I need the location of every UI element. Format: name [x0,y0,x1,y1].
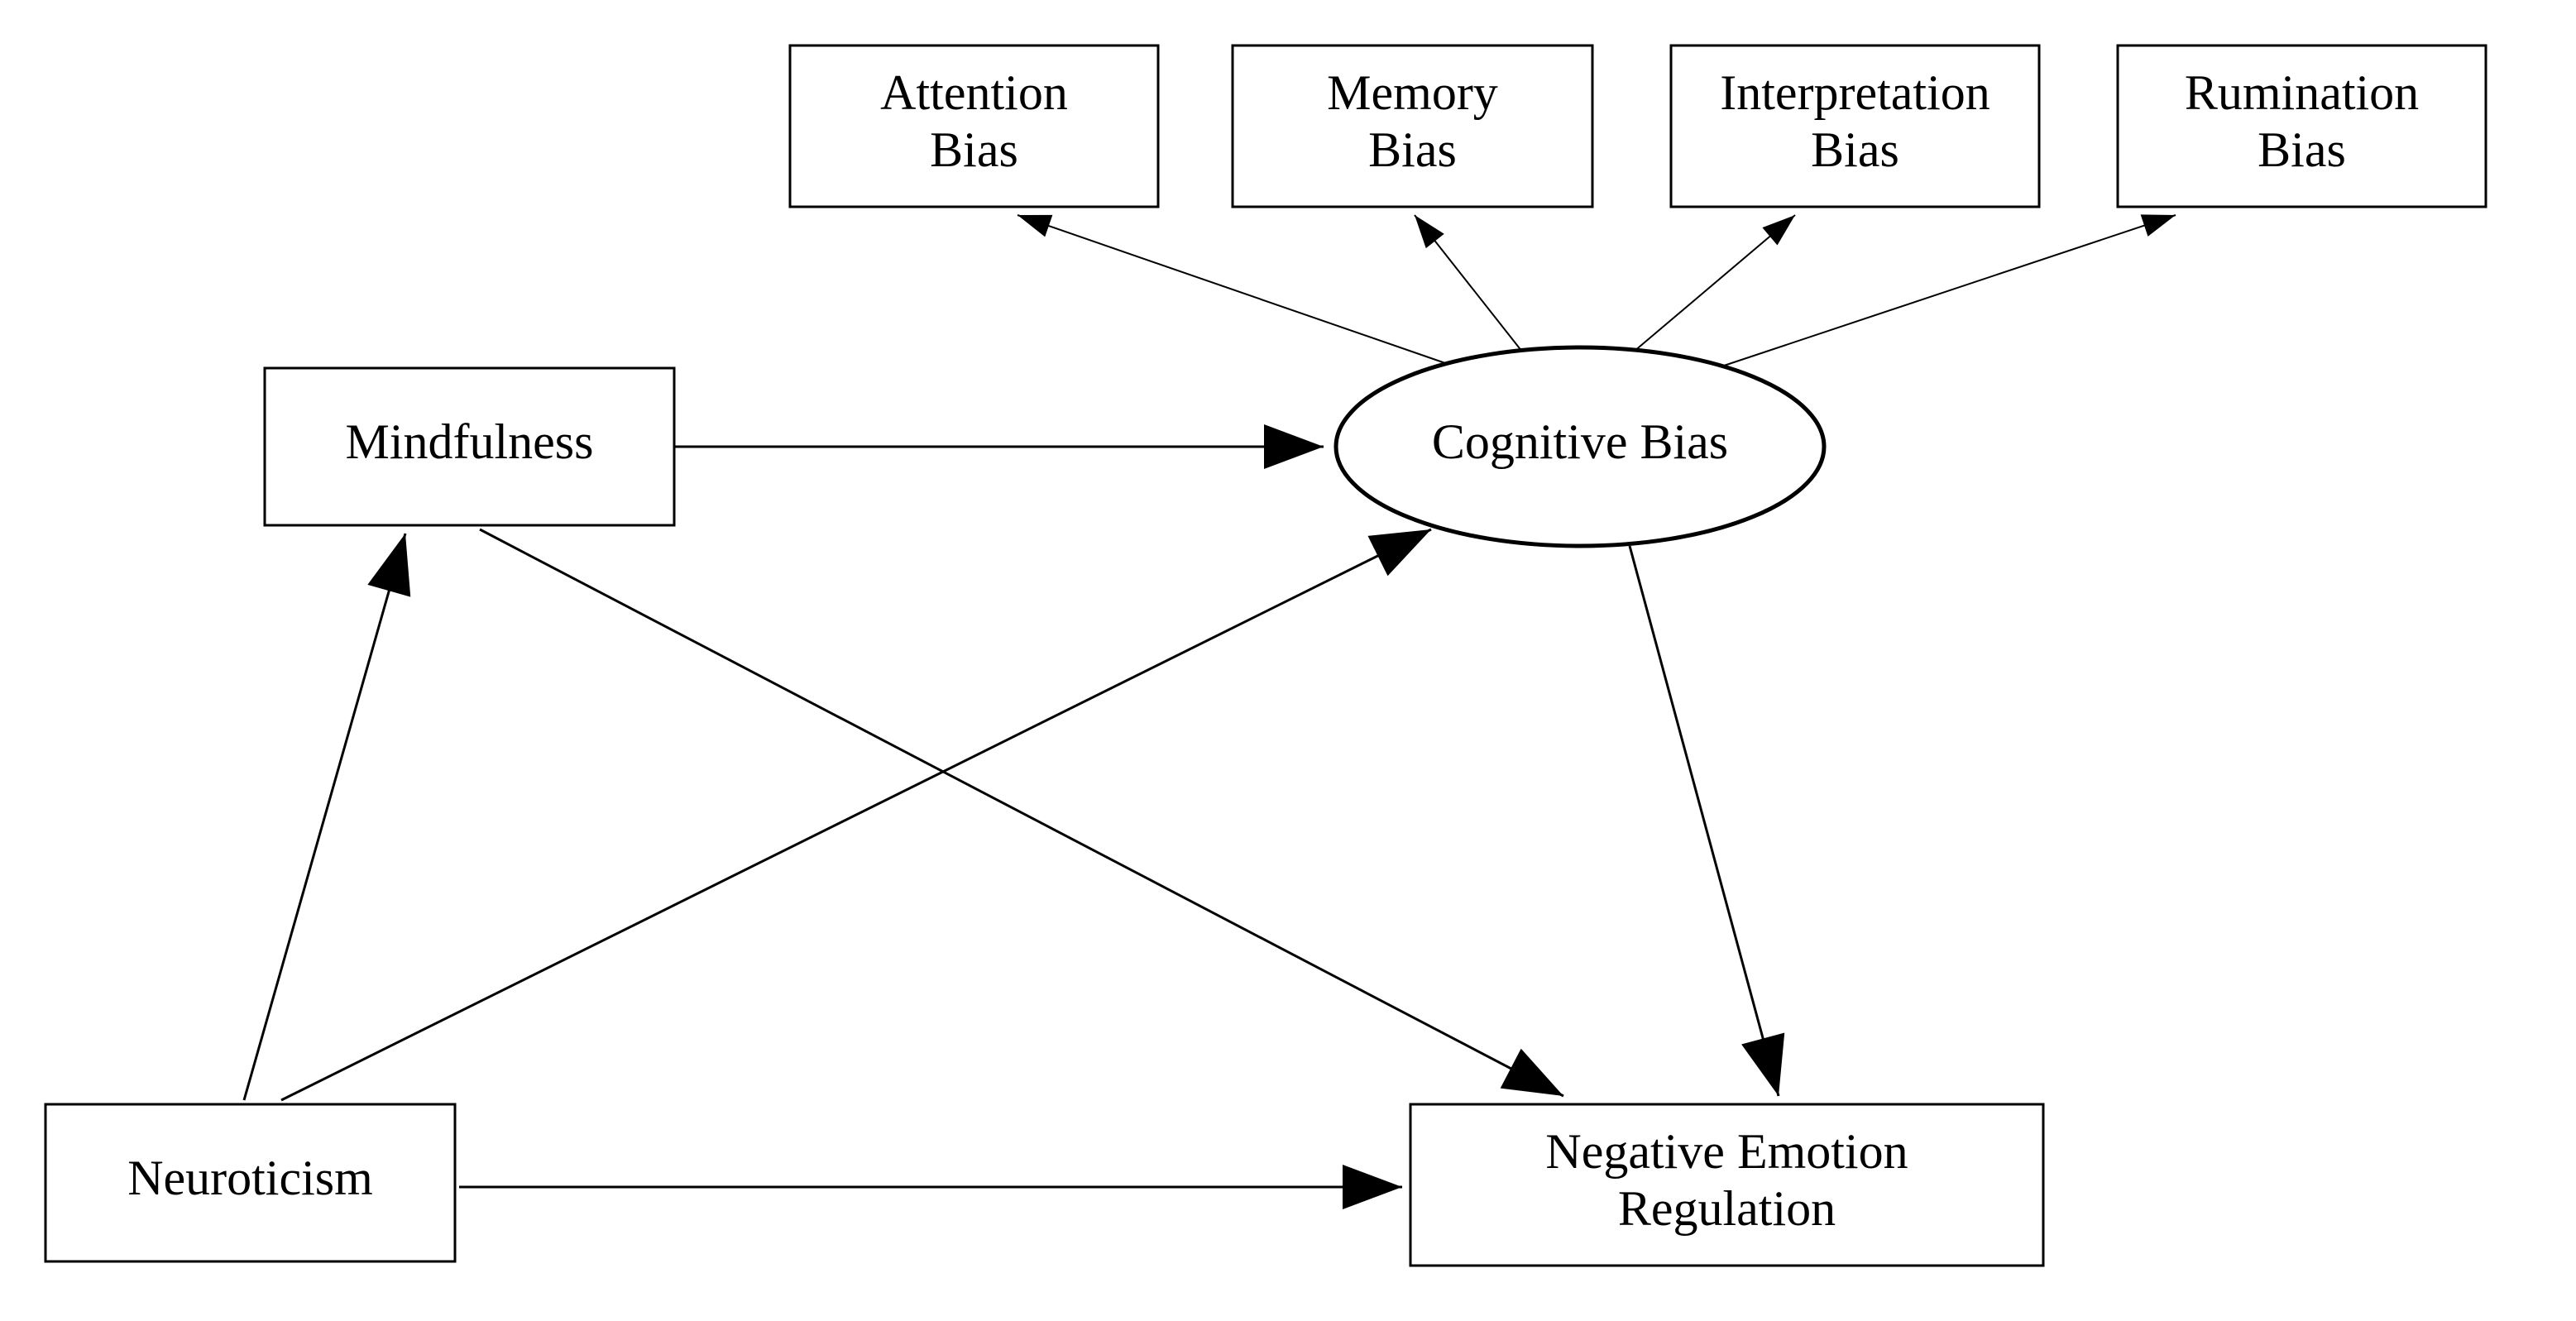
node-memory-label-line-1: Bias [1368,122,1457,177]
node-rumination-label-line-0: Rumination [2185,65,2419,120]
node-interpretation: InterpretationBias [1671,45,2039,207]
edge-cognitive-to-interpretation [1634,215,1795,352]
node-rumination: RuminationBias [2118,45,2486,207]
node-memory-label-line-0: Memory [1327,65,1498,120]
node-attention-label-line-0: Attention [880,65,1068,120]
edge-cognitive-to-negemo [1630,546,1779,1096]
node-attention-label-line-1: Bias [930,122,1018,177]
node-negemo-label-line-1: Regulation [1618,1181,1836,1236]
node-rumination-label-line-1: Bias [2258,122,2346,177]
node-negemo-label-line-0: Negative Emotion [1545,1124,1908,1179]
nodes-layer: AttentionBiasMemoryBiasInterpretationBia… [45,45,2486,1266]
node-neuroticism-label-line-0: Neuroticism [127,1151,373,1205]
node-interpretation-label-line-1: Bias [1811,122,1899,177]
node-attention: AttentionBias [790,45,1158,207]
node-interpretation-label-line-0: Interpretation [1720,65,1990,120]
path-diagram: AttentionBiasMemoryBiasInterpretationBia… [0,0,2576,1321]
node-neuroticism: Neuroticism [45,1104,455,1261]
node-mindfulness-label-line-0: Mindfulness [346,414,594,469]
edge-neuroticism-to-cognitive [281,529,1431,1100]
edge-cognitive-to-memory [1415,215,1522,352]
edge-cognitive-to-attention [1017,215,1448,364]
node-negemo: Negative EmotionRegulation [1410,1104,2043,1266]
edges-layer [244,215,2176,1187]
node-memory: MemoryBias [1233,45,1592,207]
node-mindfulness: Mindfulness [265,368,674,525]
edge-cognitive-to-rumination [1717,215,2176,368]
node-cognitive: Cognitive Bias [1336,347,1824,546]
node-cognitive-label-line-0: Cognitive Bias [1432,414,1728,469]
edge-mindfulness-to-negemo [480,529,1563,1096]
edge-neuroticism-to-mindfulness [244,534,405,1100]
